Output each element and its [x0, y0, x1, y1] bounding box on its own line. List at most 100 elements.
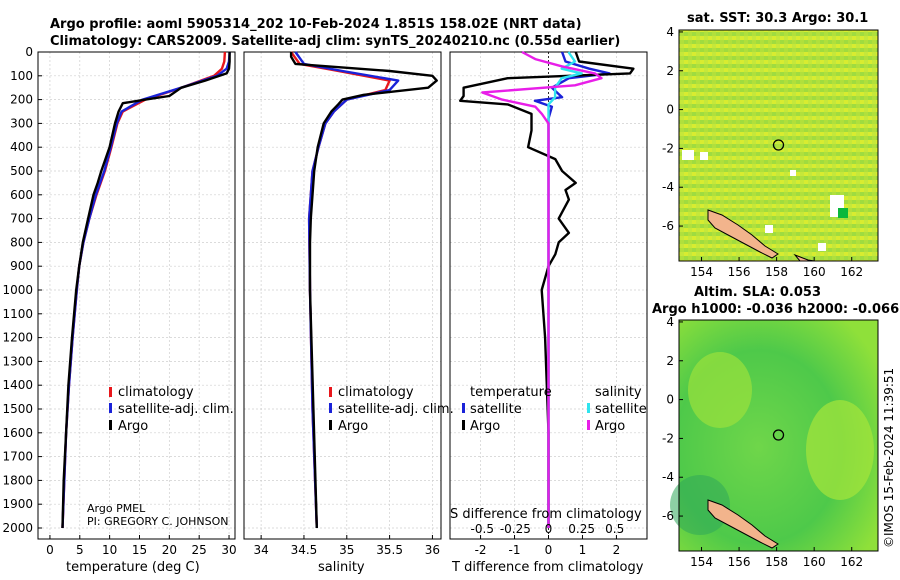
depth-tick-label: 100: [10, 69, 33, 83]
temperature-grid: [38, 51, 235, 539]
x-tick-label: 1: [579, 543, 587, 557]
legend-salinity-title: salinity: [595, 385, 642, 400]
difference-panel: -2 -1 0 1 2 S difference from climatology -0…: [449, 50, 648, 575]
s-difference-xlabel: S difference from climatology: [450, 507, 642, 522]
sla-high-blob: [806, 400, 874, 500]
map-y-tick-label: 0: [666, 103, 674, 117]
depth-tick-label: 0: [25, 45, 33, 59]
depth-tick-label: 500: [10, 164, 33, 178]
legend-climatology-swatch: [109, 387, 112, 397]
sla-map: Altim. SLA: 0.053 Argo h1000: -0.036 h20…: [652, 285, 899, 569]
depth-tick-label: 1700: [2, 450, 33, 464]
x-tick-label: -2: [475, 543, 487, 557]
temperature-panel: 0100200300400500600700800900100011001200…: [2, 45, 236, 575]
sst-map-title: sat. SST: 30.3 Argo: 30.1: [687, 11, 868, 26]
legend-s-sat-swatch: [587, 403, 590, 413]
x-tick-label: 0: [46, 543, 54, 557]
legend-t-argo: Argo: [470, 419, 500, 434]
sst-nodata-patch: [790, 170, 796, 176]
sla-low-blob: [670, 475, 730, 535]
x-tick-label: 36: [425, 543, 440, 557]
sst-frame: [678, 29, 879, 262]
depth-axis: 0 100 200 300 400 500 600 700 800 900 1000 1100 1200…: [2, 45, 42, 535]
temperature-legend: climatology satellite-adj. clim. Argo: [109, 385, 234, 434]
sla-map-title2: Argo h1000: -0.036 h2000: -0.066: [652, 302, 899, 317]
map-y-tick-label: -6: [662, 509, 674, 523]
salinity-legend: climatology satellite-adj. clim. Argo: [329, 385, 454, 434]
imos-timestamp: ©IMOS 15-Feb-2024 11:39:51: [882, 368, 896, 548]
depth-tick-label: 900: [10, 259, 33, 273]
series-line-s-argo: [481, 50, 603, 528]
depth-tick-label: 600: [10, 188, 33, 202]
sst-nodata-patch: [700, 152, 708, 160]
sla-map-title1: Altim. SLA: 0.053: [694, 285, 821, 300]
depth-tick-label: 1300: [2, 354, 33, 368]
legend-climatology: climatology: [118, 385, 194, 400]
map-x-tick-label: 160: [803, 265, 826, 279]
map-y-tick-label: -2: [662, 431, 674, 445]
map-y-tick-label: -2: [662, 141, 674, 155]
map-x-tick-label: 160: [803, 555, 826, 569]
depth-tick-label: 2000: [2, 521, 33, 535]
sla-axes: 154 156 158 160 162 4 2 0 -2 -4 -6: [662, 315, 863, 569]
sst-cool-patch: [838, 208, 848, 218]
map-x-tick-label: 162: [840, 555, 863, 569]
sst-land-island: [707, 209, 779, 259]
map-y-tick-label: -6: [662, 219, 674, 233]
legend-s-satellite-swatch: [329, 403, 332, 413]
credit-line2: PI: GREGORY C. JOHNSON: [87, 515, 228, 528]
sla-argo-marker: [772, 429, 785, 441]
salinity-xlabel: salinity: [318, 560, 365, 575]
salinity-series: [289, 51, 438, 529]
map-y-tick-label: 2: [666, 64, 674, 78]
map-x-tick-label: 158: [765, 265, 788, 279]
depth-tick-label: 200: [10, 93, 33, 107]
map-x-tick-label: 154: [690, 555, 713, 569]
legend-satellite-swatch: [109, 403, 112, 413]
x-tick-label: 0: [545, 543, 553, 557]
x-tick-label: 5: [76, 543, 84, 557]
map-y-tick-label: 4: [666, 315, 674, 329]
legend-s-climatology: climatology: [338, 385, 414, 400]
depth-tick-label: 1400: [2, 378, 33, 392]
s-difference-ticks: -0.5 -0.25 0 0.25 0.5: [471, 522, 625, 536]
x-tick-label: 34: [253, 543, 268, 557]
series-line-argo: [289, 52, 438, 529]
map-y-tick-label: 4: [666, 25, 674, 39]
x-tick-label: 35: [339, 543, 354, 557]
sst-axes: 154 156 158 160 162 4 2 0 -2 -4 -6: [662, 25, 863, 279]
salinity-x-axis: 34 34.5 35 35.5 36: [253, 535, 440, 557]
sst-nodata-patch: [818, 243, 826, 251]
depth-tick-label: 1900: [2, 497, 33, 511]
map-x-tick-label: 156: [728, 555, 751, 569]
legend-t-argo-swatch: [462, 420, 465, 430]
sst-field: [679, 30, 878, 261]
x-tick-label: 34.5: [291, 543, 318, 557]
figure-title-line1: Argo profile: aoml 5905314_202 10-Feb-20…: [50, 17, 582, 32]
temperature-xlabel: temperature (deg C): [66, 560, 200, 575]
legend-s-argo-swatch: [329, 420, 332, 430]
x-tick-label: 10: [102, 543, 117, 557]
temperature-series: [61, 51, 231, 529]
s-tick-label: -0.5: [471, 522, 494, 536]
depth-tick-label: 700: [10, 212, 33, 226]
x-tick-label: 35.5: [376, 543, 403, 557]
sst-nodata-patch: [765, 225, 773, 233]
x-tick-label: 20: [162, 543, 177, 557]
s-tick-label: 0.5: [605, 522, 624, 536]
map-y-tick-label: 0: [666, 393, 674, 407]
difference-legend: temperature salinity satellite Argo sate…: [462, 385, 647, 434]
sla-frame: [678, 319, 879, 552]
sst-argo-marker: [772, 139, 785, 151]
legend-t-satellite: satellite: [470, 402, 522, 417]
depth-tick-label: 1000: [2, 283, 33, 297]
series-line-s-satellite: [547, 51, 583, 528]
x-tick-label: 2: [613, 543, 621, 557]
depth-tick-label: 400: [10, 140, 33, 154]
legend-argo-swatch: [109, 420, 112, 430]
x-tick-label: -1: [509, 543, 521, 557]
temperature-x-axis: 0 5 10 15 20 25 30: [46, 535, 237, 557]
difference-series: [459, 50, 635, 528]
map-x-tick-label: 158: [765, 555, 788, 569]
t-difference-xlabel: T difference from climatology: [451, 560, 644, 575]
